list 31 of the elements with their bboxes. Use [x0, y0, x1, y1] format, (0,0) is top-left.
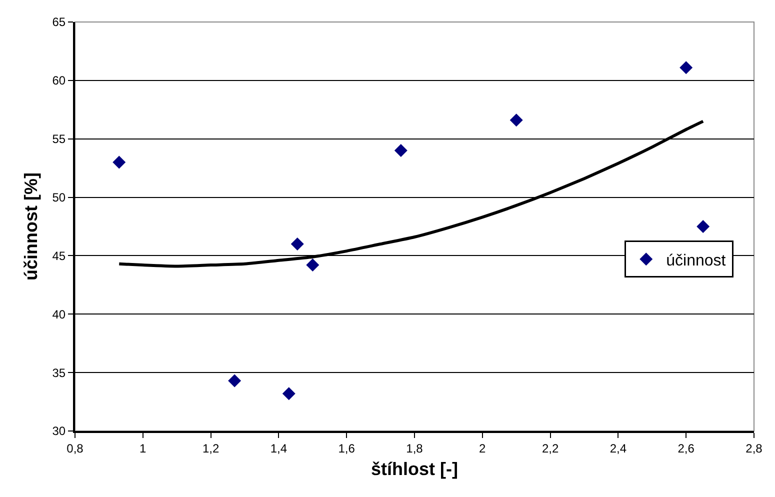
y-tick-label: 30	[52, 424, 66, 438]
x-axis-title: štíhlost [-]	[371, 459, 458, 479]
x-tick-label: 2,8	[746, 441, 763, 456]
point	[306, 258, 320, 272]
point	[290, 238, 304, 251]
x-tick-label: 2,4	[610, 441, 627, 456]
point	[228, 374, 242, 388]
y-tick-label: 50	[52, 190, 66, 204]
y-tick-label: 40	[52, 307, 66, 322]
y-axis-title: účinnost [%]	[20, 172, 41, 280]
y-tick-label: 55	[52, 132, 66, 146]
point	[510, 114, 523, 127]
x-tick-label: 1,6	[338, 441, 356, 456]
x-tick-label: 1,4	[270, 441, 288, 456]
x-tick-label: 1,2	[202, 441, 220, 456]
legend-label: účinnost	[666, 252, 726, 270]
y-tick-label: 35	[52, 366, 66, 380]
point	[680, 61, 693, 74]
y-tick-label: 65	[52, 15, 66, 30]
x-tick-label: 1	[140, 441, 147, 456]
point	[394, 144, 408, 158]
y-tick-label: 60	[52, 74, 66, 88]
x-tick-label: 2,6	[678, 441, 695, 456]
y-tick-label: 45	[52, 248, 66, 263]
x-tick-label: 0,8	[66, 441, 84, 456]
x-tick-label: 2	[479, 441, 486, 456]
x-tick-label: 1,8	[406, 441, 424, 456]
point	[282, 387, 296, 400]
point	[112, 156, 126, 169]
x-tick-label: 2,2	[542, 441, 559, 456]
point	[696, 220, 710, 233]
